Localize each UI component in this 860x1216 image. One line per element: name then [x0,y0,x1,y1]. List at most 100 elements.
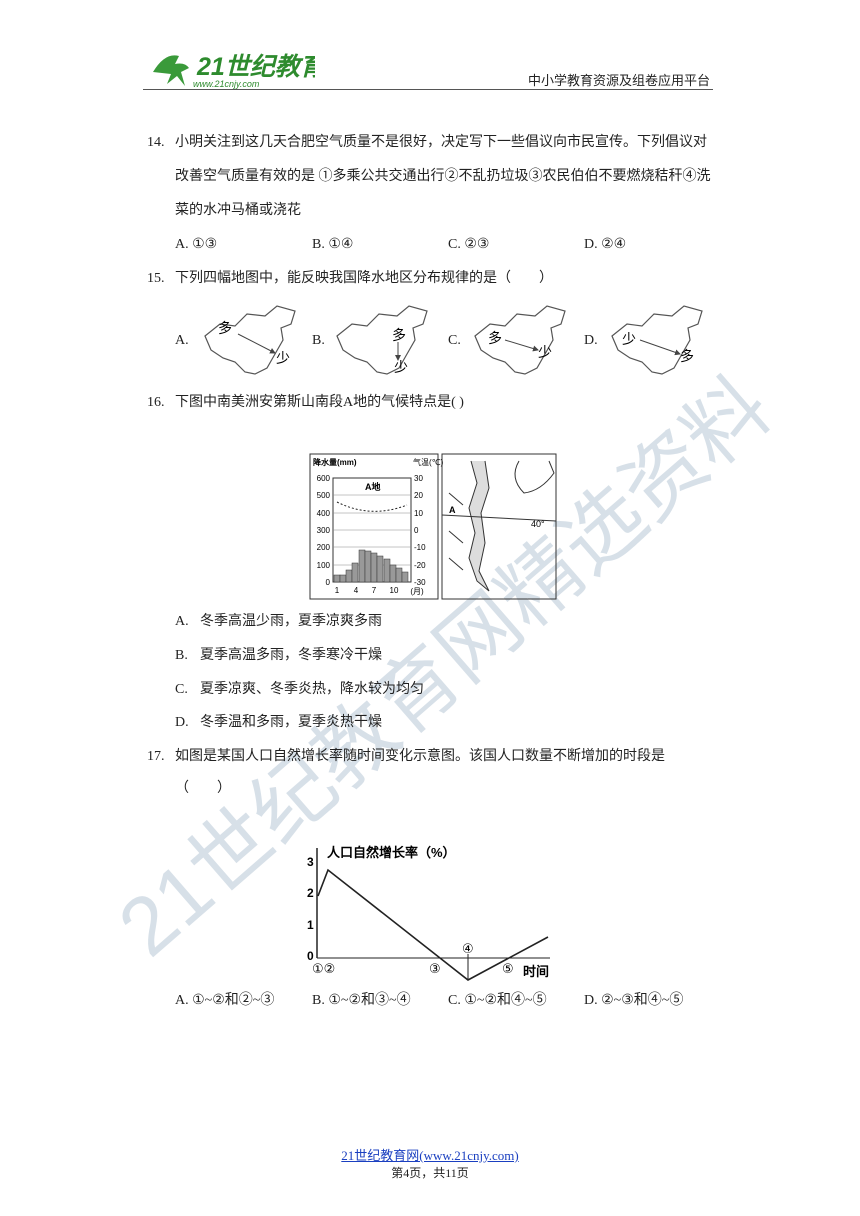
header-rule [143,89,713,90]
point-label: ⑤ [502,961,514,976]
point-labels: ①② ③ ④ ⑤ 时间 [312,941,549,979]
logo-text: 21世纪教育 [196,53,315,81]
logo-icon [153,55,189,86]
tick-label: 20 [414,491,423,500]
option-letter: B. [175,648,188,663]
map-label: 多 [392,327,406,343]
tick-label: 600 [317,474,331,483]
logo: 21世纪教育 www.21cnjy.com [153,53,315,89]
latitude: 40° [531,519,545,529]
tick-label: 2 [307,886,314,900]
climate-figure: 降水量(mm) 气温(℃) A地 600 500 400 300 200 100… [309,453,557,600]
q-text: 小明关注到这几天合肥空气质量不是很好，决定写下一些倡议向市民宣传。下列倡议对改善… [175,135,711,218]
ticks: 3 2 1 0 [307,855,314,963]
option: 夏季凉爽、冬季炎热，降水较为均匀 [200,682,424,697]
tick-label: 300 [317,526,331,535]
tick-label: 0 [326,578,331,587]
left-ticks: 600 500 400 300 200 100 0 [317,474,331,587]
tick-label: -20 [414,561,426,570]
tick-label: 200 [317,543,331,552]
logo-url: www.21cnjy.com [193,79,260,89]
tick-label: 1 [307,918,314,932]
option: 冬季高温少雨，夏季凉爽多雨 [200,614,382,629]
month-labels: 1 4 7 10 (月) [335,586,424,596]
q-blank: （ ） [175,781,231,796]
axis-title: 气温(℃) [413,457,444,467]
q-number: 16. [147,395,165,410]
map-label: 少 [622,331,636,347]
map-label: 多 [218,320,232,336]
month-label: 1 [335,586,340,595]
option: C. ②③ [448,237,490,252]
axis-title: 降水量(mm) [313,457,357,467]
map-arrow [504,339,539,352]
option: A. ①~②和②~③ [175,993,275,1008]
option: A. [175,333,189,348]
wind-arrow [448,530,464,544]
growth-line [317,868,549,981]
option: D. ②④ [584,237,627,252]
wind-arrow [448,557,464,571]
q-number: 14. [147,135,165,150]
tick-label: 0 [414,526,419,535]
tick-label: 3 [307,855,314,869]
maps: 多 少 多 少 多 少 少 多 [204,305,703,375]
tick-label: 10 [414,509,423,518]
growth-figure: 人口自然增长率（%） 3 2 1 0 ①② ③ ④ ⑤ 时间 [307,845,550,981]
wind-arrow [448,492,464,506]
place-label: A地 [365,481,381,492]
q-text: 下图中南美洲安第斯山南段A地的气候特点是( ) [175,395,464,410]
option-letter: C. [175,682,188,697]
map-label: 多 [680,348,694,364]
option: C. [448,333,461,348]
latitude-line [441,514,557,522]
month-label: 10 [390,586,399,595]
option-letter: D. [175,715,189,730]
grid [333,494,411,566]
map-arrow [237,333,276,354]
map-label: 多 [488,330,502,346]
month-label: 7 [372,586,377,595]
q-number: 15. [147,271,165,286]
footer-page: 第4页，共11页 [391,1166,469,1180]
month-label: 4 [354,586,359,595]
andes [468,460,490,592]
point-label: ①② [312,961,335,976]
map-label: 少 [538,344,552,360]
tick-label: 30 [414,474,423,483]
q-number: 17. [147,749,165,764]
map-point: A [449,505,456,515]
panel [309,453,439,600]
coast [514,460,555,494]
point-label: ④ [462,941,474,956]
option: D. [584,333,598,348]
tick-label: 0 [307,949,314,963]
option: D. ②~③和④~⑤ [584,993,684,1008]
x-label: 时间 [523,964,549,979]
option: B. ①④ [312,237,354,252]
bars [333,549,409,583]
option: A. ①③ [175,237,218,252]
platform: 中小学教育资源及组卷应用平台 [527,73,710,88]
point-label: ③ [429,961,441,976]
footer-link[interactable]: 21世纪教育网(www.21cnjy.com) [341,1148,519,1163]
temp-line [336,501,408,512]
option: C. ①~②和④~⑤ [448,993,547,1008]
tick-label: -10 [414,543,426,552]
tick-label: -30 [414,578,426,587]
map-label: 少 [394,359,408,375]
map-arrow [639,339,681,356]
panel [441,453,557,600]
option: 冬季温和多雨，夏季炎热干燥 [200,715,382,730]
map-label: 少 [276,350,290,366]
month-unit: (月) [410,587,424,596]
q-text: 如图是某国人口自然增长率随时间变化示意图。该国人口数量不断增加的时段是 [175,749,665,764]
option: B. ①~②和③~④ [312,993,411,1008]
figure-title: 人口自然增长率（%） [327,845,456,860]
option: B. [312,333,325,348]
tick-label: 100 [317,561,331,570]
tick-label: 400 [317,509,331,518]
right-ticks: 30 20 10 0 -10 -20 -30 [414,474,426,587]
